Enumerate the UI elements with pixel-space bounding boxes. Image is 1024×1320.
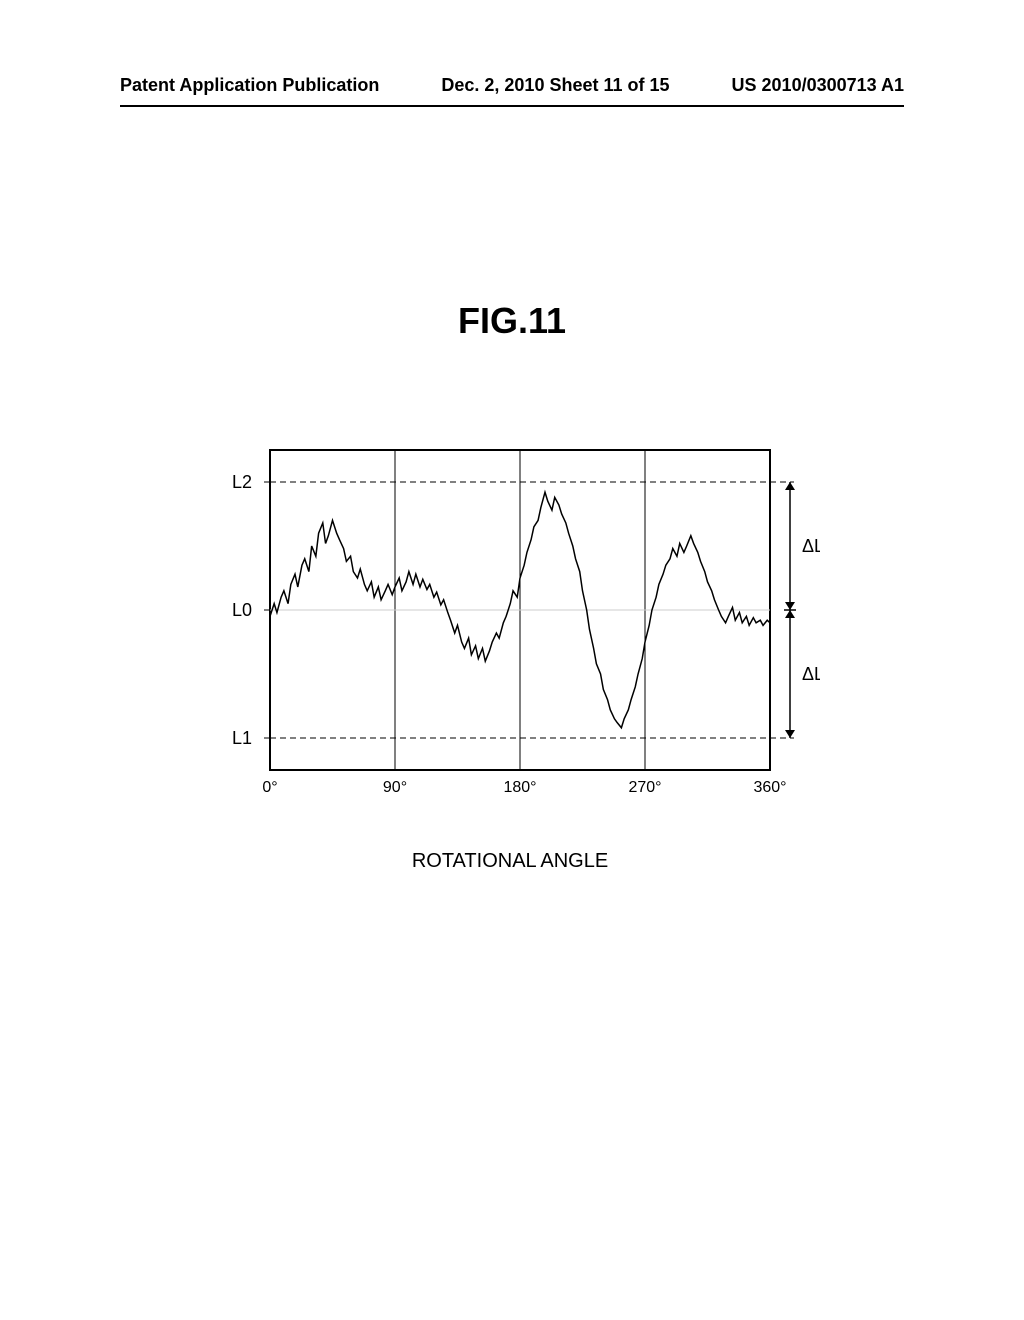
svg-text:0°: 0°	[262, 779, 277, 796]
figure-label: FIG.11	[0, 300, 1024, 342]
header-right: US 2010/0300713 A1	[732, 75, 904, 96]
chart-container: 0° 90° 180° 270° 360° L1 L0 L2 ΔL ΔL	[200, 430, 820, 830]
page-header: Patent Application Publication Dec. 2, 2…	[0, 75, 1024, 96]
svg-text:L2: L2	[232, 472, 252, 492]
svg-text:L1: L1	[232, 728, 252, 748]
svg-text:ΔL: ΔL	[802, 664, 820, 684]
svg-text:180°: 180°	[503, 779, 536, 796]
chart-svg: 0° 90° 180° 270° 360° L1 L0 L2 ΔL ΔL	[200, 430, 820, 830]
svg-text:270°: 270°	[628, 779, 661, 796]
header-center: Dec. 2, 2010 Sheet 11 of 15	[441, 75, 669, 96]
svg-text:360°: 360°	[753, 779, 786, 796]
svg-text:90°: 90°	[383, 779, 407, 796]
x-axis-label: ROTATIONAL ANGLE	[200, 850, 820, 873]
svg-text:ΔL: ΔL	[802, 536, 820, 556]
header-left: Patent Application Publication	[120, 75, 379, 96]
header-divider	[120, 105, 904, 107]
svg-text:L0: L0	[232, 600, 252, 620]
